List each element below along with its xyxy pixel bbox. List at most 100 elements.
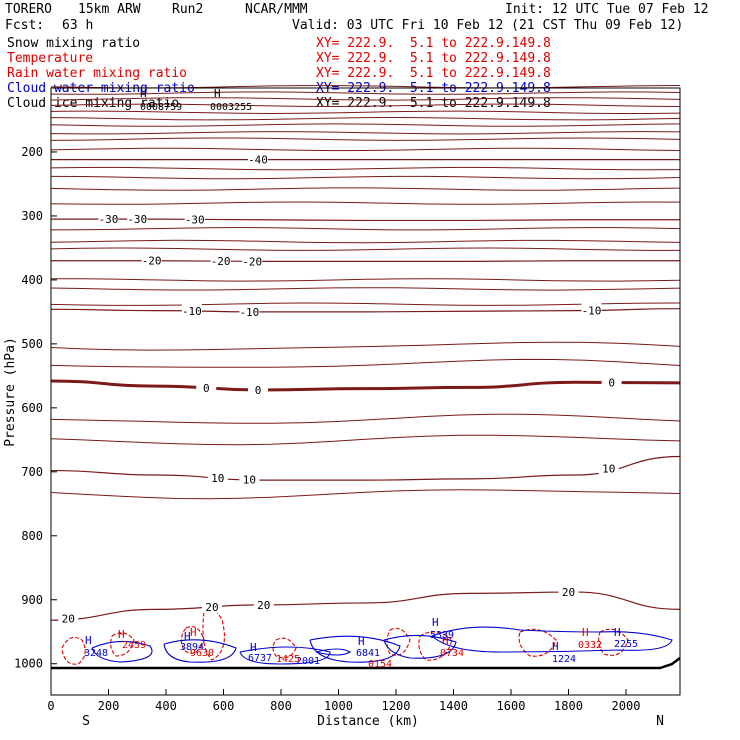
isotherm-bg-16: [50, 247, 680, 251]
temp-label-bg-12: [601, 375, 622, 389]
isotherm-bg-5: [50, 116, 681, 121]
cloud-water-value-1: 3894: [180, 642, 204, 653]
max-marker-4: H: [250, 641, 257, 654]
isotherm-bg-13: [50, 201, 681, 205]
x-tick-label-10: 2000: [612, 699, 641, 713]
y-tick-label-9: 1000: [14, 657, 43, 671]
x-tick-label-5: 1000: [324, 699, 353, 713]
surface-line: [51, 657, 681, 670]
rain-water-value-2: 1425: [276, 654, 300, 665]
temp-label-bg-15: [598, 461, 619, 475]
x-left-label: S: [82, 714, 90, 729]
isotherm-bg-3: [50, 103, 681, 108]
temp-label-bg-5: [141, 253, 162, 267]
temp-label-bg-8: [181, 304, 202, 318]
y-tick-label-7: 800: [21, 529, 43, 543]
max-marker-5: H: [358, 635, 365, 648]
temp-label-bg-19: [558, 585, 579, 599]
isotherm-bg-9: [50, 147, 681, 152]
rain-contour-8: [598, 628, 629, 656]
isotherm-bg-21: [50, 358, 681, 368]
x-tick-label-2: 400: [155, 699, 177, 713]
header-resolution: 15km ARW: [78, 2, 141, 17]
isotherm-bg-24: [50, 489, 681, 500]
cloud-water-value-5: 5339: [430, 630, 454, 641]
header-model: TORERO: [5, 2, 52, 17]
temp-label-bg-10: [196, 380, 217, 394]
x-tick-label-8: 1600: [497, 699, 526, 713]
temp-label-0: -40: [248, 154, 268, 167]
temp-label-4: -20: [211, 255, 231, 268]
rain-water-value-1: 9630: [190, 648, 214, 659]
cloud-contour-2: [239, 646, 331, 665]
isotherm-bg-19: [50, 302, 681, 306]
x-tick-label-3: 600: [213, 699, 235, 713]
max-marker-2: H: [85, 634, 92, 647]
cloud-contour-5: [383, 634, 457, 659]
y-tick-label-5: 600: [21, 401, 43, 415]
field-range-rain: XY= 222.9. 5.1 to 222.9.149.8: [316, 66, 551, 81]
isotherm-bg-15: [50, 239, 681, 244]
rain-water-value-0: 2459: [122, 640, 146, 651]
y-axis-title: Pressure (hPa): [3, 337, 18, 447]
isotherm-bg-10: [50, 166, 681, 171]
temp-label-bg-18: [253, 597, 274, 611]
temp-label-5: -20: [142, 255, 162, 268]
temp-label-11: 0: [255, 384, 262, 397]
cloud-water-value-3: 2001: [296, 656, 320, 667]
isotherm-bg-20: [50, 341, 681, 351]
temp-label-6: -20: [242, 255, 262, 268]
max-marker-6: H: [432, 616, 439, 629]
max-marker-10: H: [190, 626, 197, 639]
temp-label-15: 10: [602, 463, 615, 476]
isotherm-bg-4: [50, 110, 681, 115]
header-org: NCAR/MMM: [245, 2, 308, 17]
isotherm-bg-22: [50, 413, 681, 424]
plot-frame: [50, 87, 681, 696]
isotherm-bg-8: [50, 137, 681, 141]
x-tick-label-7: 1400: [439, 699, 468, 713]
rain-contour-1: [110, 632, 135, 657]
temp-label-2: -30: [185, 213, 205, 226]
max-marker-3: H: [184, 630, 191, 643]
field-name-cloud-ice: Cloud ice mixing ratio: [7, 96, 180, 111]
x-tick-label-0: 0: [47, 699, 54, 713]
cloud-contour-0: [91, 640, 153, 663]
rain-water-value-5: 0332: [578, 640, 602, 651]
isotherm-bg-23: [50, 434, 681, 446]
temp-label-bg-4: [210, 254, 231, 268]
temp-label-13: 10: [211, 472, 224, 485]
field-range-temperature: XY= 222.9. 5.1 to 222.9.149.8: [316, 51, 551, 66]
cloud-contour-3: [309, 635, 401, 663]
header-init: Init: 12 UTC Tue 07 Feb 12: [505, 2, 709, 17]
header-fcst-value: 63 h: [62, 18, 94, 33]
temp-label-19: 20: [562, 586, 575, 599]
isotherm-bg-6: [50, 123, 681, 127]
temp-label-bg-3: [127, 212, 148, 226]
isotherm-20: [50, 591, 681, 621]
temp-label-14: 10: [243, 474, 256, 487]
isotherm-bg-2: [50, 97, 681, 101]
isotherm-0: [50, 379, 681, 392]
rain-contour-5: [386, 627, 411, 656]
temp-label-bg-13: [207, 471, 228, 485]
cloud-water-value-6: 1224: [552, 654, 576, 665]
rain-water-value-3: 0154: [368, 659, 392, 670]
isotherm-10: [50, 455, 681, 481]
field-name-snow: Snow mixing ratio: [7, 36, 141, 51]
max-marker-12: H: [582, 626, 589, 639]
temp-label-3: -30: [127, 213, 147, 226]
temp-label-18: 20: [257, 599, 270, 612]
x-axis-title: Distance (km): [317, 714, 419, 729]
isotherm-bg-7: [50, 131, 681, 135]
y-tick-label-4: 500: [21, 337, 43, 351]
y-tick-label-1: 200: [21, 145, 43, 159]
cloud-contour-4: [315, 648, 352, 656]
x-tick-label-4: 800: [270, 699, 292, 713]
rain-contour-7: [518, 628, 557, 657]
temp-label-12: 0: [608, 376, 615, 389]
temp-label-bg-6: [242, 254, 263, 268]
field-range-snow: XY= 222.9. 5.1 to 222.9.149.8: [316, 36, 551, 51]
temp-label-bg-1: [98, 212, 119, 226]
isotherm-bg-1: [50, 91, 681, 95]
